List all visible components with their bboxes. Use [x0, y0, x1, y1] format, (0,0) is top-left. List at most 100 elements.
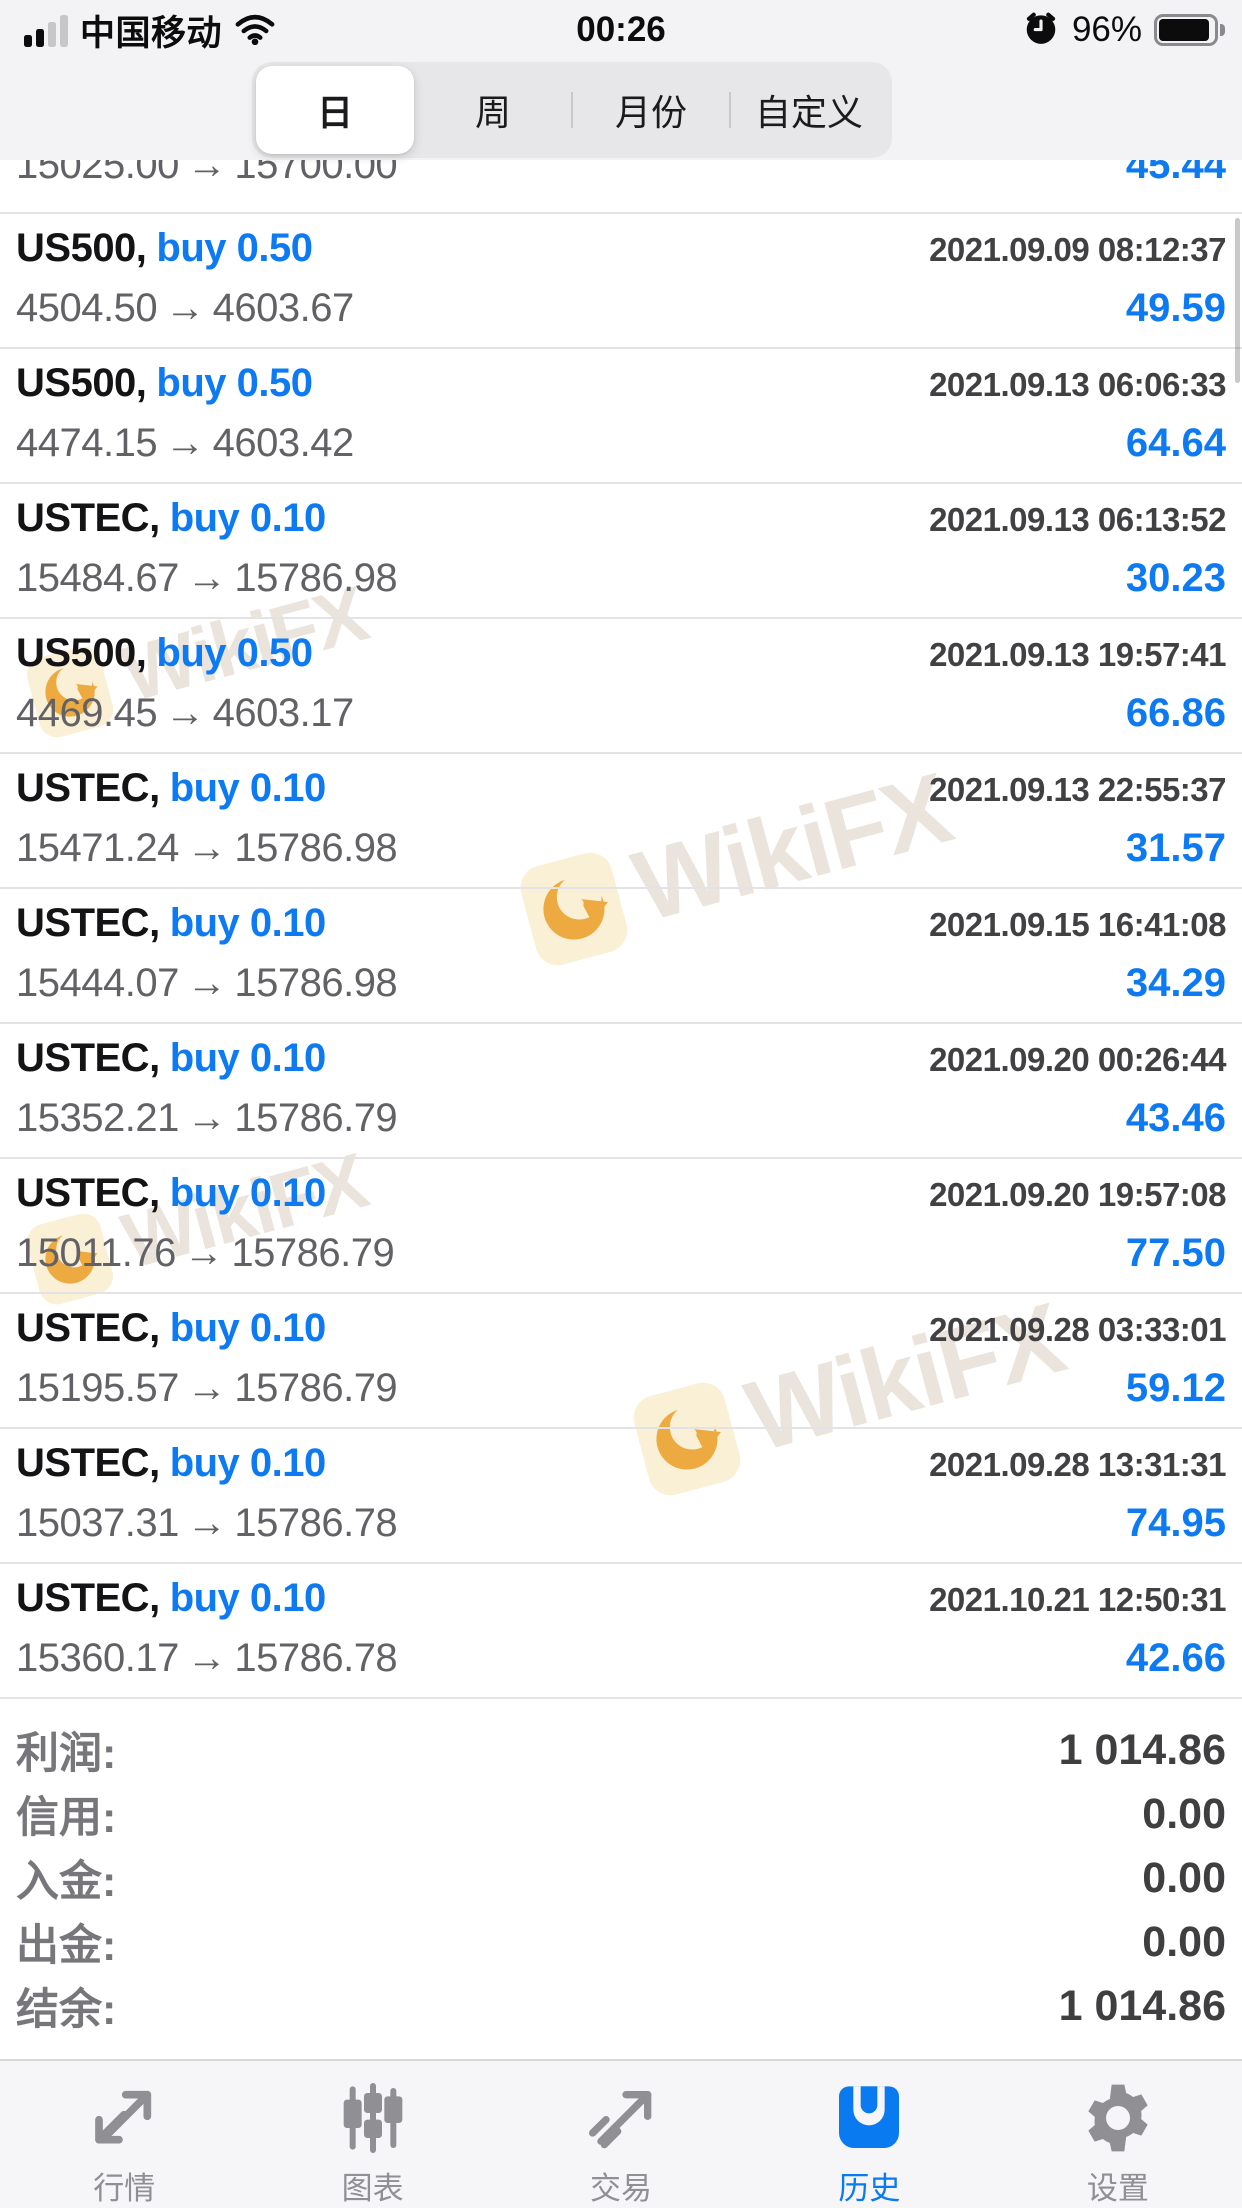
- trade-profit: 31.57: [1125, 826, 1226, 870]
- tab-settings[interactable]: 设置: [994, 2061, 1242, 2208]
- candlestick-chart-icon: [333, 2077, 413, 2159]
- trade-prices: 15471.24 → 15786.98: [16, 826, 398, 871]
- segment-month[interactable]: 月份: [571, 66, 730, 154]
- summary-row: 结余: 1 014.86: [16, 1974, 1226, 2038]
- summary-value: 0.00: [1142, 1853, 1226, 1902]
- trade-datetime: 2021.09.13 06:06:33: [929, 366, 1226, 403]
- quotes-arrows-icon: [84, 2077, 164, 2159]
- trade-symbol-line: USTEC, buy 0.10: [16, 1036, 326, 1081]
- trade-row[interactable]: USTEC, buy 0.10 2021.09.20 19:57:08 15011…: [0, 1159, 1242, 1294]
- trade-symbol: US500,: [16, 361, 147, 405]
- trade-open-price: 15195.57: [16, 1366, 179, 1410]
- tab-label: 历史: [838, 2171, 901, 2206]
- trade-side-volume: buy 0.10: [169, 1306, 327, 1350]
- trade-open-price: 4469.45: [16, 691, 158, 735]
- trade-close-price: 15786.98: [234, 826, 398, 870]
- trade-profit: 42.66: [1125, 1636, 1226, 1680]
- trade-row[interactable]: US500, buy 0.50 2021.09.09 08:12:37 4504.…: [0, 214, 1242, 349]
- trade-prices: 4504.50 → 4603.67: [16, 286, 354, 331]
- clipped-trade-row[interactable]: 15025.00 → 15700.00 45.44: [0, 160, 1242, 212]
- trade-side-volume: buy 0.10: [169, 901, 327, 945]
- arrow-right-glyph: →: [165, 691, 205, 735]
- trade-symbol-line: US500, buy 0.50: [16, 361, 313, 406]
- trade-row[interactable]: USTEC, buy 0.10 2021.09.15 16:41:08 15444…: [0, 889, 1242, 1024]
- summary-label: 结余:: [16, 1986, 117, 2034]
- trade-profit: 34.29: [1125, 961, 1226, 1005]
- summary-row: 信用: 0.00: [16, 1782, 1226, 1846]
- trade-datetime: 2021.09.28 03:33:01: [929, 1311, 1226, 1348]
- tab-history[interactable]: 历史: [745, 2061, 993, 2208]
- trade-symbol-line: USTEC, buy 0.10: [16, 1441, 326, 1486]
- trade-history-list: US500, buy 0.50 2021.09.09 08:12:37 4504.…: [0, 212, 1242, 1699]
- tab-trade[interactable]: 交易: [497, 2061, 745, 2208]
- summary-label: 利润:: [16, 1730, 117, 1778]
- segment-custom[interactable]: 自定义: [729, 66, 888, 154]
- trade-row[interactable]: USTEC, buy 0.10 2021.09.13 22:55:37 15471…: [0, 754, 1242, 889]
- trade-datetime: 2021.09.20 19:57:08: [929, 1176, 1226, 1213]
- arrow-right-glyph: →: [186, 1366, 227, 1410]
- trade-datetime: 2021.10.21 12:50:31: [929, 1581, 1226, 1618]
- trade-row[interactable]: USTEC, buy 0.10 2021.09.28 13:31:31 15037…: [0, 1429, 1242, 1564]
- settings-gear-icon: [1078, 2077, 1158, 2159]
- scroll-indicator[interactable]: [1235, 218, 1240, 383]
- arrow-right-glyph: →: [183, 1231, 224, 1275]
- arrow-right-glyph: →: [165, 286, 205, 330]
- summary-value: 1 014.86: [1058, 1981, 1226, 2030]
- trade-datetime: 2021.09.15 16:41:08: [929, 906, 1226, 943]
- trade-profit: 74.95: [1125, 1501, 1226, 1545]
- tab-charts[interactable]: 图表: [248, 2061, 496, 2208]
- trade-close-price: 15786.98: [234, 961, 398, 1005]
- trade-symbol: USTEC,: [16, 496, 160, 540]
- segment-week[interactable]: 周: [474, 92, 511, 133]
- trade-symbol: USTEC,: [16, 901, 160, 945]
- trade-open-price: 15011.76: [16, 1231, 176, 1275]
- trade-prices: 15037.31 → 15786.78: [16, 1501, 398, 1546]
- arrow-right-glyph: →: [186, 1096, 227, 1140]
- trade-datetime: 2021.09.13 22:55:37: [929, 771, 1226, 808]
- trade-side-volume: buy 0.50: [156, 226, 313, 270]
- trade-side-volume: buy 0.10: [169, 1576, 327, 1620]
- arrow-right-glyph: →: [186, 556, 227, 600]
- trade-open-price: 15352.21: [16, 1096, 179, 1140]
- trade-close-price: 4603.67: [212, 286, 355, 330]
- segment-day[interactable]: 日: [256, 66, 414, 154]
- trade-close-price: 4603.42: [212, 421, 355, 465]
- trade-profit: 49.59: [1125, 286, 1226, 330]
- trade-profit: 59.12: [1125, 1366, 1226, 1410]
- summary-row: 入金: 0.00: [16, 1846, 1226, 1910]
- arrow-right-glyph: →: [186, 160, 227, 187]
- trade-row[interactable]: USTEC, buy 0.10 2021.09.28 03:33:01 15195…: [0, 1294, 1242, 1429]
- summary-row: 出金: 0.00: [16, 1910, 1226, 1974]
- trade-close-price: 15786.79: [234, 1096, 398, 1140]
- trade-close-price: 15786.98: [234, 556, 398, 600]
- carrier-label: 中国移动: [80, 13, 223, 53]
- trade-prices: 4469.45 → 4603.17: [16, 691, 354, 736]
- trade-row[interactable]: USTEC, buy 0.10 2021.09.13 06:13:52 15484…: [0, 484, 1242, 619]
- trade-symbol: USTEC,: [16, 1576, 160, 1620]
- summary-value: 0.00: [1142, 1917, 1226, 1966]
- trade-open-price: 15484.67: [16, 556, 179, 600]
- trade-row[interactable]: USTEC, buy 0.10 2021.09.20 00:26:44 15352…: [0, 1024, 1242, 1159]
- trade-symbol: USTEC,: [16, 1036, 160, 1080]
- trade-symbol: USTEC,: [16, 1306, 160, 1350]
- tab-label: 行情: [93, 2171, 156, 2206]
- trade-symbol: US500,: [16, 631, 147, 675]
- trade-prices: 15484.67 → 15786.98: [16, 556, 398, 601]
- summary-value: 1 014.86: [1058, 1725, 1226, 1774]
- trade-trend-icon: [581, 2077, 661, 2159]
- trade-side-volume: buy 0.50: [156, 631, 313, 675]
- trade-prices: 15444.07 → 15786.98: [16, 961, 398, 1006]
- summary-label: 出金:: [16, 1922, 117, 1970]
- trade-symbol-line: US500, buy 0.50: [16, 631, 313, 676]
- battery-percent-label: 96%: [1071, 10, 1142, 49]
- trade-datetime: 2021.09.20 00:26:44: [929, 1041, 1226, 1078]
- trade-profit: 43.46: [1125, 1096, 1226, 1140]
- tab-quotes[interactable]: 行情: [0, 2061, 248, 2208]
- trade-side-volume: buy 0.50: [156, 361, 313, 405]
- trade-row[interactable]: US500, buy 0.50 2021.09.13 06:06:33 4474.…: [0, 349, 1242, 484]
- trade-side-volume: buy 0.10: [169, 1441, 327, 1485]
- trade-row[interactable]: US500, buy 0.50 2021.09.13 19:57:41 4469.…: [0, 619, 1242, 754]
- trade-row[interactable]: USTEC, buy 0.10 2021.10.21 12:50:31 15360…: [0, 1564, 1242, 1699]
- trade-side-volume: buy 0.10: [169, 766, 327, 810]
- wifi-icon: [234, 11, 276, 50]
